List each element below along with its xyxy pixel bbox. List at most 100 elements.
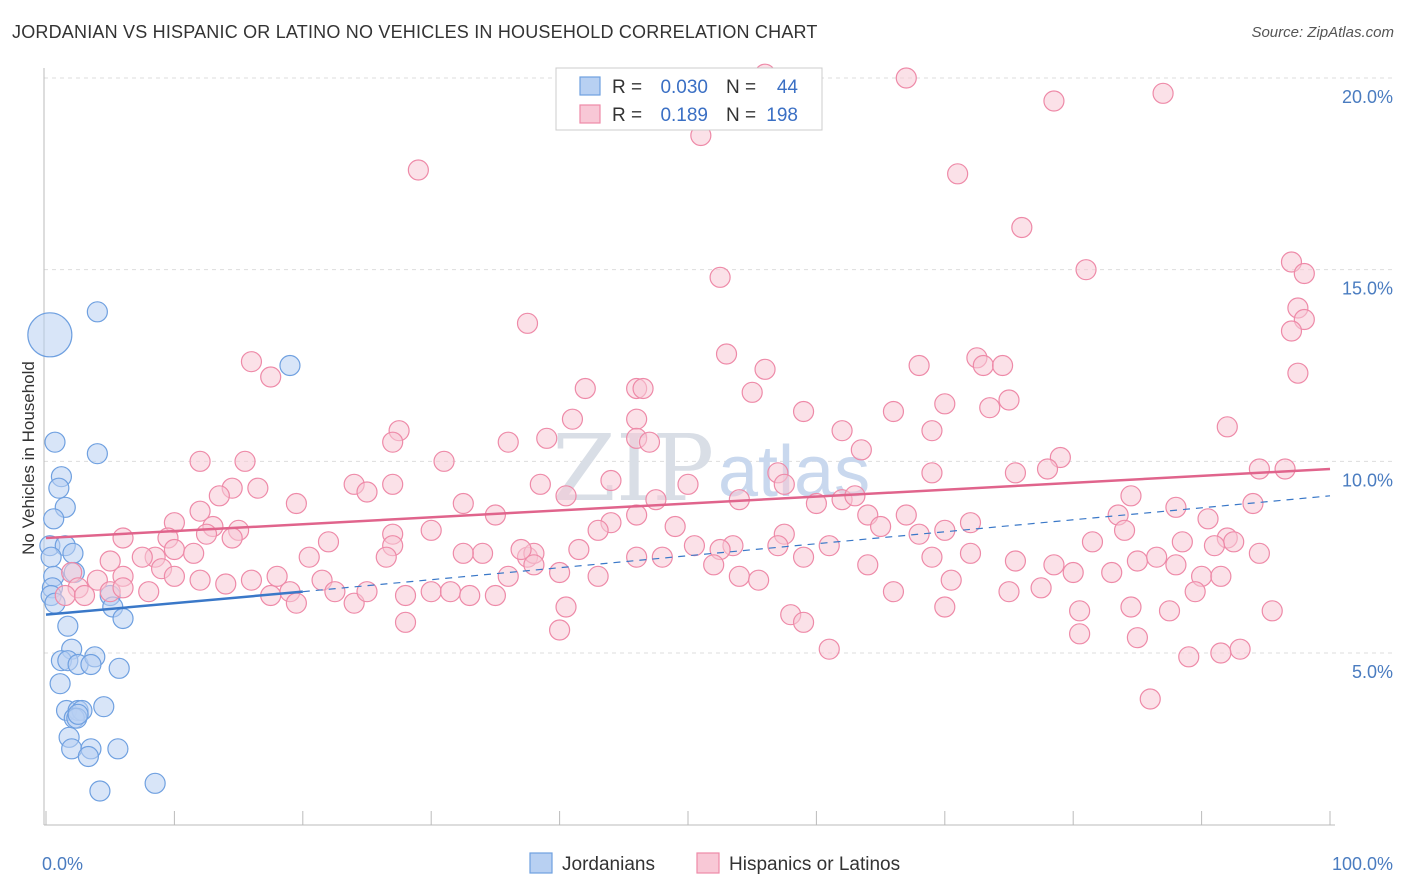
point-hispanics <box>548 619 571 641</box>
point-jordanians <box>40 546 62 568</box>
point-hispanics <box>1274 458 1296 480</box>
point-hispanics <box>99 550 121 572</box>
point-hispanics <box>1043 90 1065 112</box>
point-hispanics <box>998 389 1020 411</box>
point-hispanics <box>1120 596 1142 618</box>
point-jordanians <box>67 703 89 725</box>
point-hispanics <box>703 554 725 576</box>
point-hispanics <box>947 163 969 185</box>
point-hispanics <box>1113 519 1136 541</box>
point-hispanics <box>805 492 828 515</box>
point-hispanics <box>1171 531 1193 553</box>
point-hispanics <box>1004 462 1027 484</box>
point-hispanics <box>285 592 307 614</box>
point-hispanics <box>895 504 917 526</box>
point-jordanians <box>108 657 130 679</box>
point-hispanics <box>792 611 815 633</box>
point-hispanics <box>382 431 404 453</box>
legend-r-label: R = <box>612 105 642 126</box>
point-hispanics <box>536 427 558 449</box>
point-hispanics <box>1223 531 1245 553</box>
point-hispanics <box>773 473 795 495</box>
point-hispanics <box>882 581 905 603</box>
point-hispanics <box>587 565 609 587</box>
point-hispanics <box>651 546 673 568</box>
point-hispanics <box>1030 577 1052 599</box>
point-hispanics <box>1293 262 1315 285</box>
point-hispanics <box>934 519 956 541</box>
point-jordanians <box>107 738 129 760</box>
point-hispanics <box>1203 535 1226 557</box>
point-hispanics <box>555 485 577 507</box>
point-hispanics <box>285 492 307 515</box>
point-hispanics <box>1248 542 1270 564</box>
point-hispanics <box>420 519 442 541</box>
legend: R = 0.030 N = 44 R = 0.189 N = 198 <box>555 67 823 131</box>
point-hispanics <box>934 393 956 415</box>
point-hispanics <box>1216 416 1238 438</box>
point-hispanics <box>857 554 879 576</box>
point-hispanics <box>407 159 429 181</box>
point-hispanics <box>382 473 404 495</box>
point-jordanians <box>89 780 111 802</box>
point-hispanics <box>548 561 571 584</box>
point-hispanics <box>792 546 815 568</box>
point-hispanics <box>459 584 481 607</box>
axes <box>43 68 1335 826</box>
point-hispanics <box>215 573 237 595</box>
point-hispanics <box>998 581 1020 603</box>
point-hispanics <box>240 351 263 373</box>
x-tick-label: 0.0% <box>42 854 83 874</box>
point-hispanics <box>1287 362 1309 384</box>
point-hispanics <box>741 381 763 403</box>
point-hispanics <box>748 569 770 591</box>
legend-r-label: R = <box>612 77 642 98</box>
point-hispanics <box>433 450 455 472</box>
point-hispanics <box>112 577 134 599</box>
point-hispanics <box>1043 554 1065 576</box>
point-hispanics <box>1081 531 1104 553</box>
source-label: Source: ZipAtlas.com <box>1251 24 1394 41</box>
point-jordanians <box>86 301 108 323</box>
point-hispanics <box>221 527 243 549</box>
point-hispanics <box>921 462 943 484</box>
point-hispanics <box>240 569 263 591</box>
point-hispanics <box>555 596 577 618</box>
point-hispanics <box>709 266 731 288</box>
point-hispanics <box>940 569 962 591</box>
point-hispanics <box>183 542 205 564</box>
point-hispanics <box>324 581 346 603</box>
point-hispanics <box>195 523 218 545</box>
point-jordanians <box>93 696 115 718</box>
point-jordanians <box>112 607 134 630</box>
point-hispanics <box>247 477 269 499</box>
point-hispanics <box>1184 581 1206 603</box>
point-hispanics <box>818 638 840 660</box>
point-hispanics <box>831 420 853 442</box>
tick-labels: 5.0% 10.0% 15.0% 20.0% 0.0% 100.0% <box>42 87 1393 874</box>
legend-n-value: 44 <box>777 77 799 98</box>
point-hispanics <box>1261 600 1283 622</box>
point-hispanics <box>131 546 153 568</box>
point-hispanics <box>908 354 930 377</box>
point-hispanics <box>1152 82 1174 104</box>
point-hispanics <box>523 554 545 576</box>
y-tick-label: 10.0% <box>1342 470 1393 490</box>
point-hispanics <box>754 358 776 380</box>
point-hispanics <box>439 581 462 603</box>
point-hispanics <box>1210 565 1232 587</box>
point-jordanians <box>27 312 73 358</box>
point-hispanics <box>818 535 840 557</box>
point-hispanics <box>1120 485 1142 507</box>
point-hispanics <box>1229 638 1251 660</box>
point-hispanics <box>587 519 609 541</box>
point-hispanics <box>715 343 738 365</box>
point-hispanics <box>638 431 661 453</box>
point-hispanics <box>792 400 815 423</box>
point-hispanics <box>356 581 378 603</box>
point-hispanics <box>1248 458 1270 480</box>
point-hispanics <box>632 377 654 400</box>
point-hispanics <box>189 500 211 522</box>
point-hispanics <box>189 569 211 591</box>
